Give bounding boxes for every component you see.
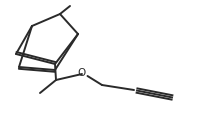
Text: O: O: [78, 68, 86, 78]
